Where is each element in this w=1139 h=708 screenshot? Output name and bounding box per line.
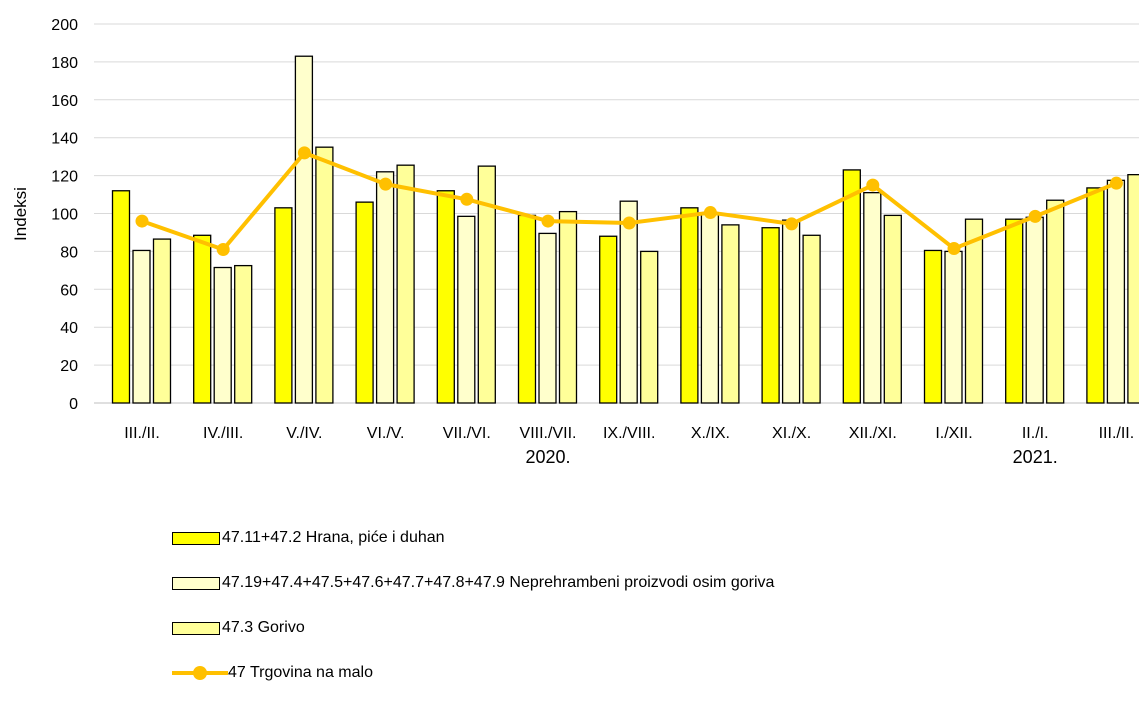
bar-1-XII./XI. [843,170,860,403]
bar-2-IV./III. [214,268,231,403]
bar-2-V./IV. [295,56,312,403]
legend-label-neprehrambeni: 47.19+47.4+47.5+47.6+47.7+47.8+47.9 Nepr… [222,574,774,592]
bar-2-I./XII. [945,251,962,403]
line-point-II./I. [1029,210,1042,223]
x-tick-label: II./I. [1022,425,1049,442]
legend-item-hrana: 47.11+47.2 Hrana, piće i duhan [172,528,774,548]
y-tick-label: 120 [51,169,78,186]
bar-1-II./I. [1006,219,1023,403]
bar-1-X./IX. [681,208,698,403]
bar-1-V./IV. [275,208,292,403]
bar-3-IV./III. [235,266,252,403]
y-tick-label: 180 [51,55,78,72]
line-point-V./IV. [298,146,311,159]
legend-swatch-trgovina [172,666,228,680]
legend-label-gorivo: 47.3 Gorivo [222,619,305,637]
line-point-I./XII. [948,242,961,255]
bar-2-VII./VI. [458,216,475,403]
y-tick-label: 40 [60,320,78,337]
line-point-VII./VI. [460,193,473,206]
line-point-XI./X. [785,217,798,230]
bar-3-V./IV. [316,147,333,403]
line-point-III./II. [1110,177,1123,190]
bar-2-IX./VIII. [620,201,637,403]
bar-3-I./XII. [966,219,983,403]
bar-2-III./II. [1107,180,1124,403]
x-tick-label: IV./III. [203,425,243,442]
x-tick-label: IX./VIII. [603,425,655,442]
bar-2-III./II. [133,250,150,403]
x-tick-label: VIII./VII. [520,425,577,442]
bar-3-II./I. [1047,200,1064,403]
x-tick-label: III./II. [124,425,160,442]
line-point-IX./VIII. [623,216,636,229]
bar-2-XII./XI. [864,193,881,403]
bar-1-III./II. [113,191,130,403]
legend-item-trgovina: 47 Trgovina na malo [172,663,774,683]
legend-item-neprehrambeni: 47.19+47.4+47.5+47.6+47.7+47.8+47.9 Nepr… [172,573,774,593]
y-axis-title: Indeksi [11,187,30,241]
bar-2-XI./X. [783,220,800,403]
year-label: 2021. [1013,447,1058,467]
line-point-XII./XI. [866,179,879,192]
chart: 0 20 40 60 80 100 120 140 160 180 200 III./II. IV./… [0,0,1139,520]
bar-1-IX./VIII. [600,236,617,403]
y-tick-label: 160 [51,93,78,110]
x-tick-label: XII./XI. [849,425,897,442]
y-tick-label: 0 [69,396,78,413]
x-tick-label: XI./X. [772,425,811,442]
legend-swatch-neprehrambeni [172,577,220,590]
bar-3-IX./VIII. [641,251,658,403]
x-tick-label: VII./VI. [443,425,491,442]
line-point-III./II. [136,215,149,228]
year-label: 2020. [525,447,570,467]
y-tick-label: 200 [51,17,78,34]
line-point-X./IX. [704,206,717,219]
bar-2-II./I. [1026,217,1043,403]
x-tick-label: III./II. [1099,425,1135,442]
line-point-IV./III. [217,243,230,256]
bar-3-XI./X. [803,235,820,403]
x-tick-label: X./IX. [691,425,730,442]
y-tick-label: 140 [51,131,78,148]
legend-swatch-hrana [172,532,220,545]
bar-1-I./XII. [925,250,942,403]
bar-3-III./II. [1128,175,1139,403]
x-tick-label: V./IV. [286,425,322,442]
bar-3-VIII./VII. [560,212,577,403]
legend-label-hrana: 47.11+47.2 Hrana, piće i duhan [222,529,445,547]
bar-1-VI./V. [356,202,373,403]
bar-3-XII./XI. [884,215,901,403]
bar-1-IV./III. [194,235,211,403]
legend-item-gorivo: 47.3 Gorivo [172,618,774,638]
x-tick-label: I./XII. [935,425,972,442]
bar-1-XI./X. [762,228,779,403]
y-tick-label: 20 [60,358,78,375]
y-axis-ticks: 0 20 40 60 80 100 120 140 160 180 200 [51,17,78,413]
legend-label-trgovina: 47 Trgovina na malo [228,664,373,682]
bar-2-VI./V. [377,172,394,403]
bar-1-VII./VI. [437,191,454,403]
bars [113,56,1139,403]
x-axis-ticks: III./II. IV./III. V./IV. VI./V. VII./VI. VIII… [124,425,1134,467]
y-tick-label: 80 [60,244,78,261]
line-point-VIII./VII. [542,215,555,228]
bar-3-VI./V. [397,165,414,403]
bar-1-VIII./VII. [519,215,536,403]
bar-3-X./IX. [722,225,739,403]
x-tick-label: VI./V. [367,425,405,442]
bar-2-VIII./VII. [539,233,556,403]
line-point-VI./V. [379,178,392,191]
bar-3-III./II. [154,239,171,403]
legend: 47.11+47.2 Hrana, piće i duhan 47.19+47.… [172,528,774,708]
y-tick-label: 60 [60,282,78,299]
legend-swatch-gorivo [172,622,220,635]
bar-2-X./IX. [701,214,718,404]
bar-1-III./II. [1087,188,1104,403]
y-tick-label: 100 [51,207,78,224]
